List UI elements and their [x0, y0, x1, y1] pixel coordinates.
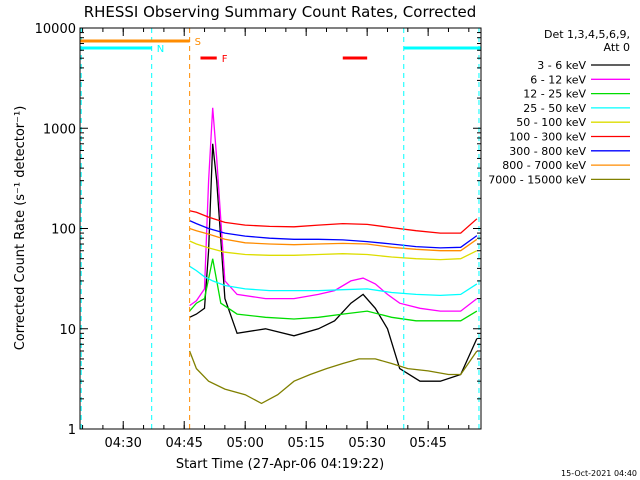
x-tick-label: 04:30 [104, 436, 141, 451]
legend-label: 25 - 50 keV [523, 102, 586, 115]
y-tick-label: 100 [51, 223, 76, 238]
x-tick-label: 05:45 [409, 436, 446, 451]
footer-date: 15-Oct-2021 04:40 [561, 469, 637, 478]
x-tick-label: 05:30 [348, 436, 385, 451]
x-tick-label: 05:15 [287, 436, 324, 451]
series-line-25-50-kev [189, 265, 478, 297]
y-tick-label: 1 [68, 423, 76, 438]
flag-layer: S N F [80, 37, 481, 65]
marker-layer [80, 28, 480, 429]
chart-title: RHESSI Observing Summary Count Rates, Co… [84, 3, 477, 21]
y-tick-label: 1000 [43, 122, 76, 137]
plot-frame [79, 27, 482, 430]
y-tick-label: 10 [59, 323, 76, 338]
series-line-50-100-kev [189, 240, 478, 261]
x-tick-label: 05:00 [226, 436, 263, 451]
series-line-800-7000-kev [189, 227, 478, 252]
legend-label: 3 - 6 keV [537, 59, 586, 72]
y-axis-label: Corrected Count Rate (s⁻¹ detector⁻¹) [13, 106, 28, 351]
series-line-6-12-kev [189, 107, 478, 312]
axis-layer: 1 10 100 1000 10000 04:30 04:45 05:00 05:15 05:30… [35, 22, 481, 451]
series-line-100-300-kev [189, 210, 478, 234]
series-layer [188, 107, 478, 405]
series-line-7000-15000-kev [188, 350, 478, 405]
x-axis-label: Start Time (27-Apr-06 04:19:22) [176, 457, 384, 472]
flag-label-f: F [222, 54, 228, 65]
legend-label: 12 - 25 keV [523, 88, 586, 101]
legend-header-line-1: Det 1,3,4,5,6,9, [544, 28, 630, 41]
flag-label-s: S [195, 37, 201, 48]
legend-label: 7000 - 15000 keV [488, 173, 586, 186]
legend-label: 100 - 300 keV [509, 131, 586, 144]
y-tick-label: 10000 [35, 22, 76, 37]
flag-label-n: N [157, 44, 164, 55]
legend-header-line-2: Att 0 [604, 41, 630, 54]
legend-label: 6 - 12 keV [530, 73, 586, 86]
legend-label: 300 - 800 keV [509, 145, 586, 158]
legend-label: 50 - 100 keV [516, 116, 586, 129]
x-tick-label: 04:45 [165, 436, 202, 451]
legend-label: 800 - 7000 keV [502, 159, 586, 172]
series-line-3-6-kev [189, 143, 478, 382]
series-line-300-800-kev [189, 220, 478, 249]
